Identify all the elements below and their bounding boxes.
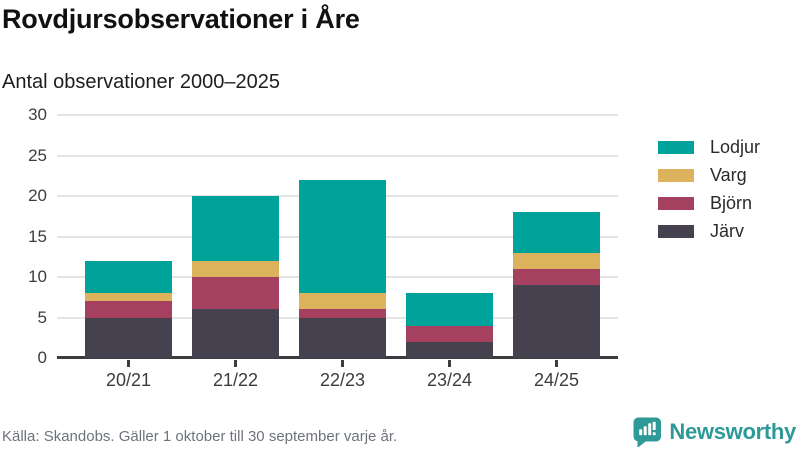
y-tick-label-10: 10 <box>28 267 47 286</box>
legend-swatch-varg <box>658 168 694 182</box>
legend-swatch-jarv <box>658 224 694 238</box>
bar-segment-lodjur <box>192 196 279 261</box>
legend-item-varg: Varg <box>658 161 760 189</box>
bar-segment-varg <box>513 252 600 269</box>
bar-segment-bjorn <box>513 268 600 286</box>
x-tick-label-24-25: 24/25 <box>533 370 580 390</box>
x-tick-label-21-22: 21/22 <box>212 370 259 390</box>
legend-swatch-bjorn <box>658 196 694 210</box>
x-tick-20-21 <box>127 360 130 367</box>
y-tick-label-30: 30 <box>28 105 47 124</box>
bar-segment-lodjur <box>85 260 172 294</box>
x-tick-21-22 <box>234 360 237 367</box>
legend-label-jarv: Järv <box>710 220 745 241</box>
bar-21-22 <box>192 196 279 358</box>
legend-label-bjorn: Björn <box>710 192 753 213</box>
bar-segment-jarv <box>299 317 386 358</box>
bar-segment-jarv <box>192 309 279 358</box>
gridline-25 <box>57 154 618 157</box>
bar-22-23 <box>299 179 386 358</box>
bar-chart-speech-bubble-icon <box>633 417 662 447</box>
legend-item-bjorn: Björn <box>658 189 760 217</box>
newsworthy-logo[interactable]: Newsworthy <box>632 416 796 447</box>
x-tick-24-25 <box>555 360 558 367</box>
bar-segment-bjorn <box>85 301 172 318</box>
x-tick-23-24 <box>448 360 451 367</box>
bar-segment-bjorn <box>192 277 279 310</box>
bar-segment-varg <box>299 293 386 310</box>
plot-area: 0 5 10 15 20 25 30 20/21 21/22 22/23 23/24 24/25 <box>28 106 618 390</box>
bar-segment-lodjur <box>299 179 386 294</box>
gridline-30 <box>57 114 618 116</box>
bar-segment-varg <box>85 293 172 302</box>
chart-subtitle: Antal observationer 2000–2025 <box>2 71 280 93</box>
bar-segment-bjorn <box>406 325 493 342</box>
newsworthy-wordmark: Newsworthy <box>669 418 796 444</box>
bar-segment-varg <box>192 260 279 278</box>
y-tick-label-25: 25 <box>28 145 47 165</box>
source-note: Källa: Skandobs. Gäller 1 oktober till 3… <box>2 428 398 445</box>
y-tick-label-15: 15 <box>28 226 47 246</box>
bar-24-25 <box>513 212 600 358</box>
bar-segment-jarv <box>406 341 493 358</box>
bar-23-24 <box>406 293 493 358</box>
bar-segment-bjorn <box>299 309 386 318</box>
bar-segment-lodjur <box>513 212 600 253</box>
bar-segment-jarv <box>85 317 172 358</box>
x-tick-label-20-21: 20/21 <box>105 370 152 390</box>
legend-label-lodjur: Lodjur <box>710 136 761 157</box>
y-tick-label-20: 20 <box>28 186 47 205</box>
y-tick-label-0: 0 <box>37 348 47 367</box>
x-tick-22-23 <box>341 360 344 367</box>
legend-item-lodjur: Lodjur <box>658 133 760 161</box>
legend: Lodjur Varg Björn Järv <box>658 133 760 245</box>
x-tick-label-22-23: 22/23 <box>319 370 366 390</box>
bar-segment-jarv <box>513 285 600 358</box>
legend-item-jarv: Järv <box>658 217 760 245</box>
y-tick-label-5: 5 <box>37 307 47 327</box>
bar-20-21 <box>85 260 172 358</box>
chart-title: Rovdjursobservationer i Åre <box>2 4 360 34</box>
legend-swatch-lodjur <box>658 140 694 154</box>
legend-label-varg: Varg <box>710 164 747 185</box>
x-tick-label-23-24: 23/24 <box>426 370 473 390</box>
bar-segment-lodjur <box>406 293 493 326</box>
